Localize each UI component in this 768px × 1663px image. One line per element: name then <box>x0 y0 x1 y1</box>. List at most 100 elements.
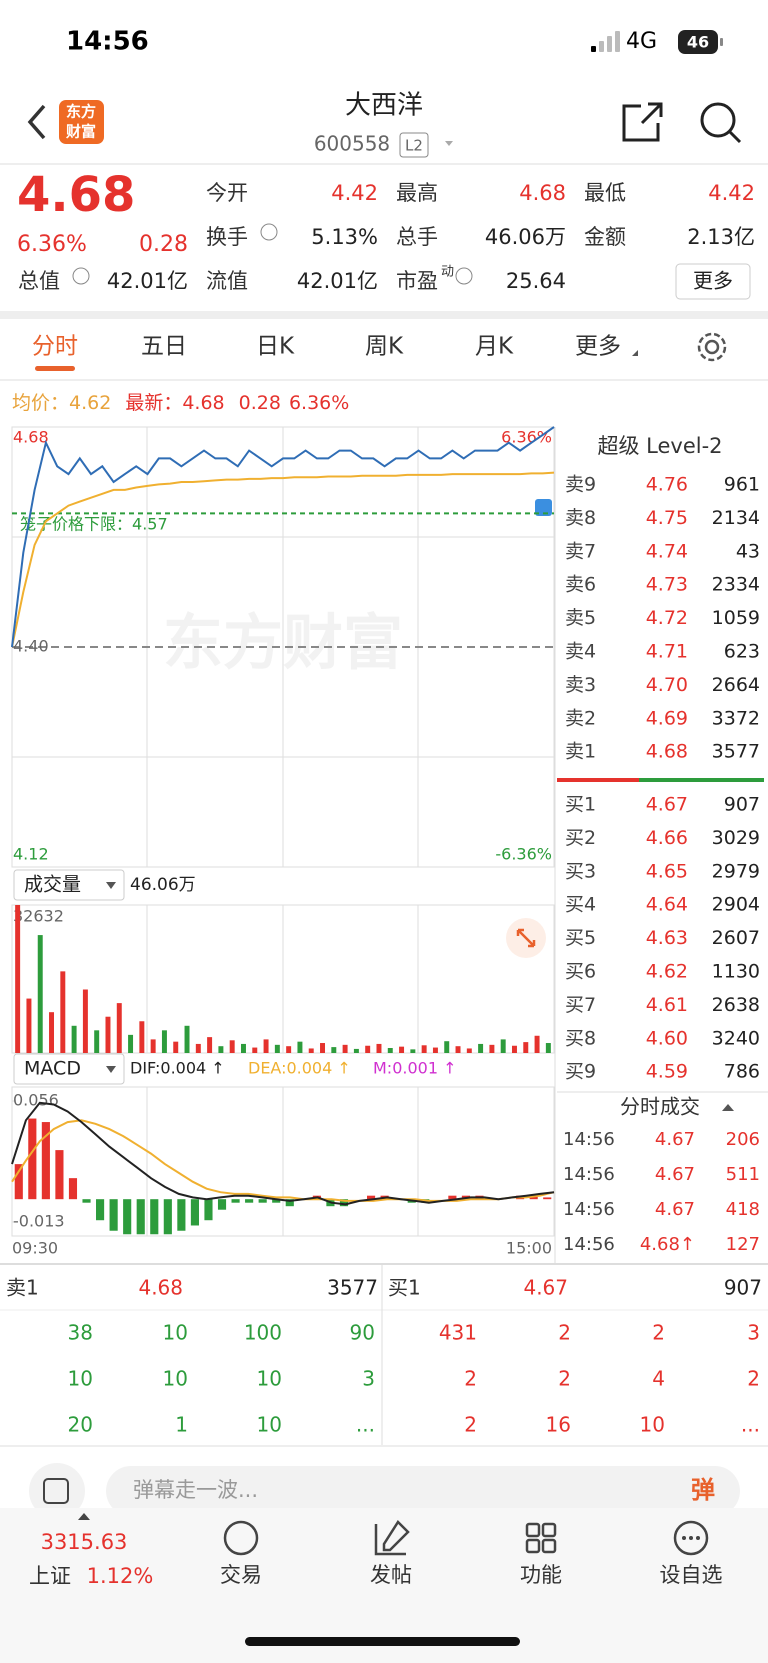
volume-bar <box>229 1040 235 1053</box>
book-price: 4.71 <box>646 641 688 663</box>
stat-value: 42.01亿 <box>297 269 378 293</box>
book-volume: 1059 <box>712 607 760 629</box>
book-side: 买3 <box>565 860 596 882</box>
y-tick-label: 4.40 <box>13 637 49 656</box>
volume-bar <box>478 1043 484 1053</box>
volume-bar <box>207 1037 213 1053</box>
macd-bar <box>41 1122 50 1200</box>
volume-bar <box>365 1045 371 1053</box>
stat-label: 最高 <box>396 181 438 205</box>
volume-bar <box>331 1047 337 1053</box>
ask-strength <box>557 778 639 782</box>
book-side: 买6 <box>565 961 596 983</box>
macd-bar <box>272 1199 281 1203</box>
info-icon <box>260 223 278 241</box>
price: 4.68 <box>17 167 135 223</box>
s-badge <box>535 499 552 516</box>
info-avg-label: 均价： <box>12 392 69 414</box>
volume-bar <box>218 1046 224 1053</box>
book-volume: 3577 <box>712 741 760 763</box>
macd-bar <box>245 1199 254 1203</box>
queue-volume: 3577 <box>327 1276 378 1300</box>
indicator-select[interactable] <box>13 869 125 901</box>
book-side: 卖2 <box>565 707 596 729</box>
book-price: 4.60 <box>646 1027 688 1049</box>
settings-button[interactable] <box>697 332 727 362</box>
y-tick-label: 0.056 <box>13 1091 59 1110</box>
volume-bar <box>308 1048 314 1053</box>
nav-icons <box>223 1520 709 1556</box>
stat-label: 换手 <box>206 225 248 249</box>
logo-text: 东方 <box>66 103 96 121</box>
price-line <box>11 426 555 648</box>
watermark: 东方财富 <box>163 609 403 679</box>
battery-icon <box>678 30 718 54</box>
legend-entry: DEA:0.004 ↑ <box>248 1059 351 1078</box>
tab[interactable]: 分时 <box>32 334 78 360</box>
nav-item[interactable]: 设自选 <box>660 1563 723 1587</box>
book-volume: 961 <box>724 474 760 496</box>
tab[interactable]: 更多 <box>575 334 621 360</box>
queue-order: 3 <box>747 1321 760 1345</box>
volume-bar <box>286 1046 292 1053</box>
dropdown-arrow <box>106 1066 116 1073</box>
volume-bar <box>26 998 32 1053</box>
tick-volume: 418 <box>726 1199 760 1220</box>
nav-item[interactable]: 交易 <box>220 1563 262 1587</box>
volume-bar <box>399 1046 405 1053</box>
home-indicator <box>245 1637 520 1646</box>
queue-order: 431 <box>439 1321 477 1345</box>
comment-icon-button[interactable] <box>29 1463 85 1519</box>
book-volume: 2904 <box>712 894 760 916</box>
tab[interactable]: 五日 <box>141 334 187 360</box>
battery-level: 46 <box>687 33 709 52</box>
tab[interactable]: 日K <box>256 334 295 360</box>
level-tag: L2 <box>405 137 423 155</box>
legend-entry: M:0.001 ↑ <box>373 1059 457 1078</box>
x-tick-label: 15:00 <box>506 1239 552 1258</box>
book-price: 4.76 <box>646 474 688 496</box>
volume-bar <box>320 1043 326 1053</box>
more-button[interactable] <box>675 263 751 300</box>
book-side: 卖9 <box>565 474 596 496</box>
tick-price: 4.67 <box>655 1129 695 1150</box>
code-dropdown[interactable] <box>445 141 453 146</box>
book-side: 卖7 <box>565 540 596 562</box>
queue-order: 2 <box>464 1367 477 1391</box>
queue-order: 10 <box>640 1413 665 1437</box>
stat-label: 流值 <box>206 269 248 293</box>
queue-order: 10 <box>163 1367 188 1391</box>
collapse-arrow[interactable] <box>722 1104 734 1111</box>
volume-bar <box>342 1044 348 1053</box>
stat-value: 4.42 <box>708 181 755 205</box>
macd-bar <box>28 1118 37 1200</box>
expand-icon <box>516 928 536 948</box>
comment-input[interactable] <box>106 1466 740 1516</box>
tab[interactable]: 月K <box>475 334 514 360</box>
share-button[interactable] <box>622 102 663 142</box>
book-volume: 3240 <box>712 1027 760 1049</box>
macd-bar <box>177 1199 186 1231</box>
book-volume: 3029 <box>712 827 760 849</box>
indicator-select[interactable] <box>13 1053 125 1085</box>
search-button[interactable] <box>700 102 742 144</box>
limit-text: 笼子价格下限： <box>20 514 132 533</box>
back-button[interactable] <box>27 104 46 140</box>
tab[interactable]: 周K <box>365 334 404 360</box>
nav-item[interactable]: 功能 <box>520 1563 562 1587</box>
network: 4G <box>626 29 657 54</box>
stat-label: 总手 <box>396 225 438 249</box>
pe-mark: 动 <box>441 265 454 280</box>
volume-bar <box>297 1041 303 1053</box>
nav-item[interactable]: 发帖 <box>370 1563 412 1587</box>
book-price: 4.75 <box>646 507 688 529</box>
queue-order: 2 <box>652 1321 665 1345</box>
danmaku-button[interactable]: 弹 <box>691 1476 715 1504</box>
volume-bar <box>173 1041 179 1053</box>
book-side: 卖6 <box>565 574 596 596</box>
queue-order: 10 <box>163 1321 188 1345</box>
queue-order: 3 <box>362 1367 375 1391</box>
signal-icon <box>591 31 620 52</box>
book-side: 买7 <box>565 994 596 1016</box>
